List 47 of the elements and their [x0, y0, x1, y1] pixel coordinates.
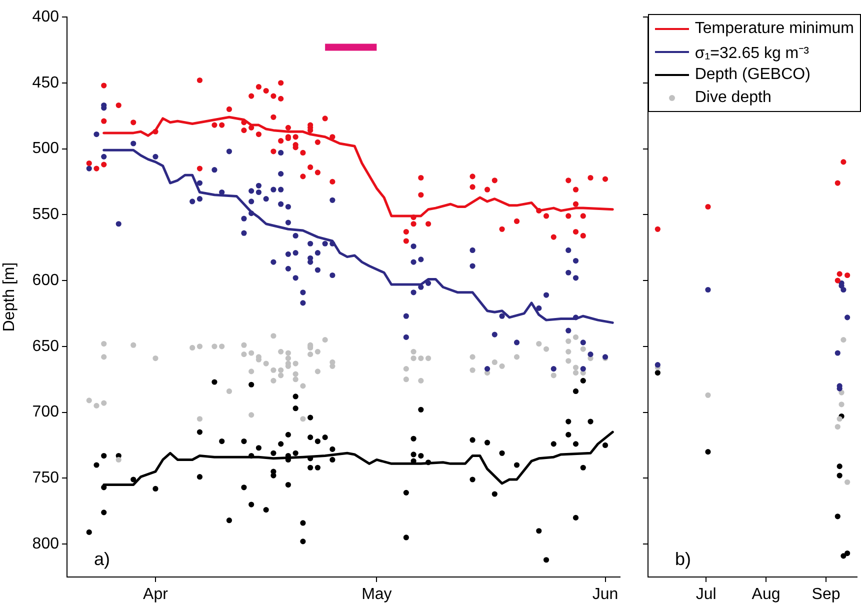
- legend-label: Dive depth: [694, 88, 772, 106]
- y-tick-label: 500: [32, 140, 60, 158]
- point: [834, 278, 840, 284]
- x-tick-label: Jul: [696, 586, 716, 604]
- x-tick-label: Aug: [752, 586, 780, 604]
- point: [705, 449, 711, 455]
- point: [844, 272, 850, 278]
- x-tick-label: Jun: [592, 586, 618, 604]
- point: [705, 392, 711, 398]
- y-tick-label: 600: [32, 272, 60, 289]
- point: [844, 550, 850, 556]
- x-tick-label: May: [362, 586, 392, 604]
- x-tick-label: Apr: [143, 586, 169, 604]
- point: [705, 204, 711, 210]
- y-tick-label: 800: [32, 535, 60, 552]
- point: [836, 472, 842, 478]
- annotation: a): [94, 549, 110, 569]
- point: [840, 286, 846, 293]
- annotation: b): [675, 549, 692, 569]
- legend-label: Depth (GEBCO): [694, 66, 810, 84]
- legend-label: Temperature minimum: [694, 20, 854, 38]
- point: [654, 362, 660, 368]
- point: [834, 180, 840, 186]
- point: [836, 464, 842, 470]
- point: [834, 514, 840, 520]
- point: [705, 286, 711, 293]
- point: [844, 314, 850, 320]
- y-tick-label: 550: [32, 206, 60, 224]
- point: [840, 337, 846, 343]
- point: [654, 226, 660, 232]
- point: [836, 416, 842, 422]
- y-tick-label: 700: [32, 404, 60, 421]
- point: [654, 370, 660, 376]
- y-tick-label: 750: [32, 470, 60, 487]
- point: [834, 350, 840, 356]
- point: [838, 402, 844, 408]
- point: [836, 271, 842, 277]
- x-tick-label: Sep: [812, 586, 840, 604]
- point: [834, 424, 840, 430]
- point: [840, 159, 846, 165]
- y-tick-label: 650: [32, 338, 60, 355]
- y-tick-label: 400: [32, 8, 60, 26]
- point: [840, 553, 846, 559]
- point: [844, 479, 850, 485]
- y-tick-label: 450: [32, 74, 60, 92]
- y-axis-title: Depth [m]: [1, 262, 18, 332]
- legend-label: σ₁=32.65 kg m⁻³: [694, 44, 809, 62]
